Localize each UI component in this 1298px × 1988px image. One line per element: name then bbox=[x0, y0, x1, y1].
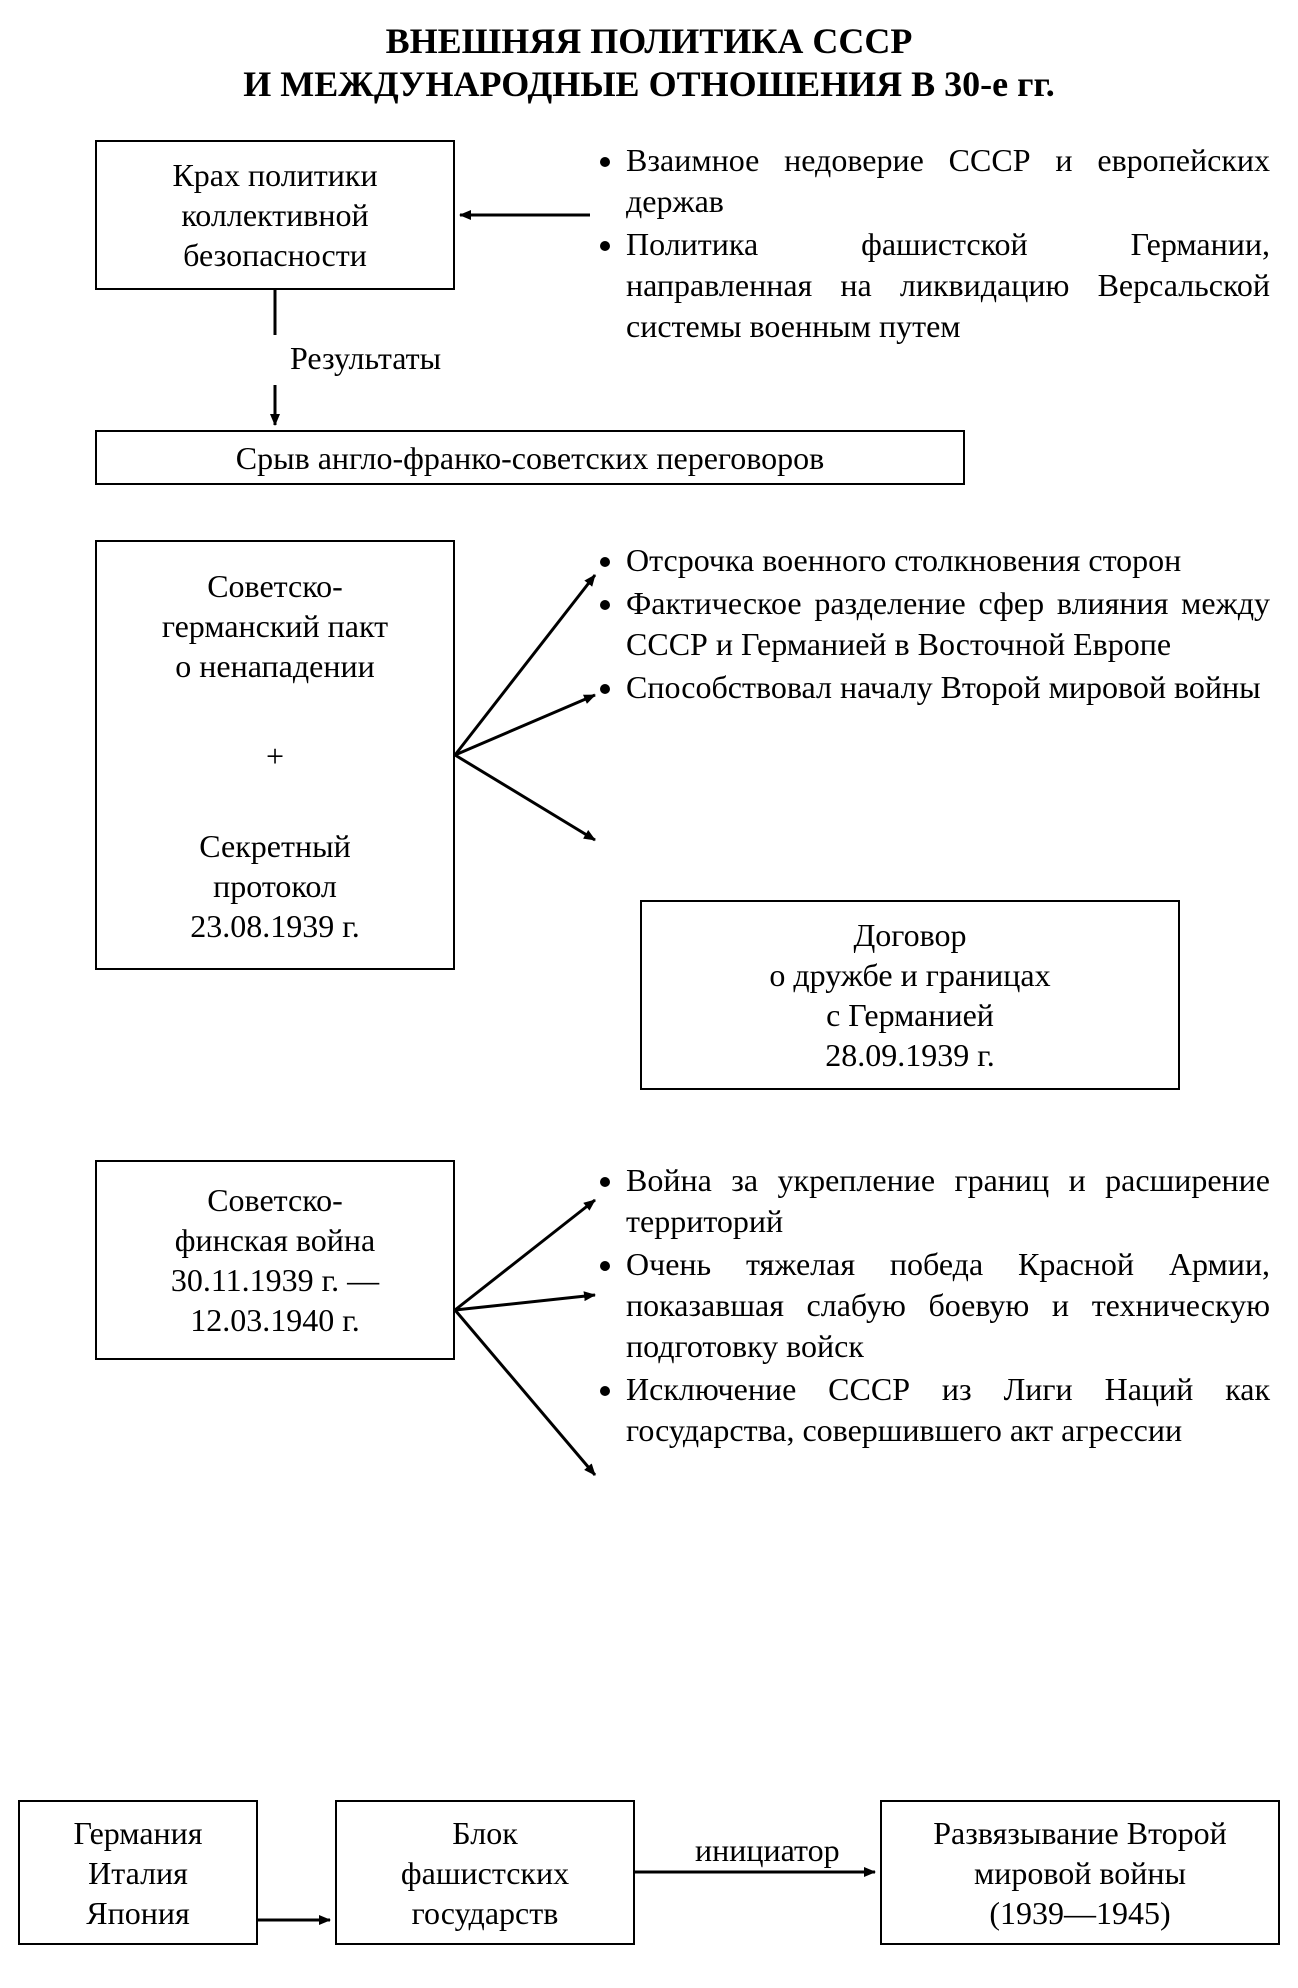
bullets-pact-outcomes: Отсрочка военного столк­новения сторон Ф… bbox=[590, 540, 1270, 710]
text-line: с Германией bbox=[826, 995, 994, 1035]
text-line: + bbox=[266, 736, 284, 776]
bullets-finnish-outcomes: Война за укрепление границ и расширение … bbox=[590, 1160, 1270, 1453]
text-line: 12.03.1940 г. bbox=[190, 1300, 360, 1340]
text-line: Советско- bbox=[207, 1180, 343, 1220]
bullet-item: Фактическое разделение сфер влияния межд… bbox=[626, 583, 1270, 665]
text-line: Срыв англо-франко-советских переговоров bbox=[236, 438, 824, 478]
text-line: Советско- bbox=[207, 566, 343, 606]
text-line: о дружбе и границах bbox=[769, 955, 1050, 995]
text-line: Секретный bbox=[199, 826, 350, 866]
text-line: фашистских bbox=[401, 1853, 569, 1893]
text-line: о ненападении bbox=[175, 646, 374, 686]
box-fascist-bloc: Блок фашистских государств bbox=[335, 1800, 635, 1945]
bullet-item: Способствовал началу Вто­рой мировой вой… bbox=[626, 667, 1270, 708]
bullet-item: Война за укрепление границ и расширение … bbox=[626, 1160, 1270, 1242]
box-negotiations-breakdown: Срыв англо-франко-советских переговоров bbox=[95, 430, 965, 485]
text-line: Германия bbox=[74, 1813, 203, 1853]
box-collapse: Крах политики коллективной безопасности bbox=[95, 140, 455, 290]
text-line: государств bbox=[412, 1893, 559, 1933]
text-line: коллективной bbox=[181, 195, 368, 235]
arrow-pact-2 bbox=[455, 695, 595, 755]
text-line: протокол bbox=[213, 866, 337, 906]
text-line: Развязывание Второй bbox=[933, 1813, 1227, 1853]
bullet-item: Отсрочка военного столк­новения сторон bbox=[626, 540, 1270, 581]
box-countries: Германия Италия Япония bbox=[18, 1800, 258, 1945]
text-line: (1939—1945) bbox=[989, 1893, 1170, 1933]
text-line: Крах политики bbox=[172, 155, 377, 195]
box-finnish-war: Советско- финская война 30.11.1939 г. — … bbox=[95, 1160, 455, 1360]
text-line: 28.09.1939 г. bbox=[825, 1035, 995, 1075]
text-line: 23.08.1939 г. bbox=[190, 906, 360, 946]
bullets-collapse-causes: Взаимное недоверие СССР и европейских де… bbox=[590, 140, 1270, 349]
bullet-item: Очень тяжелая победа Крас­ной Армии, пок… bbox=[626, 1244, 1270, 1367]
text-line: Италия bbox=[88, 1853, 188, 1893]
arrow-pact-1 bbox=[455, 575, 595, 755]
box-pact: Советско- германский пакт о ненападении … bbox=[95, 540, 455, 970]
text-line: германский пакт bbox=[162, 606, 388, 646]
arrow-finnish-3 bbox=[455, 1310, 595, 1475]
text-line: финская война bbox=[175, 1220, 376, 1260]
text-line: безопасности bbox=[183, 235, 367, 275]
page-title: ВНЕШНЯЯ ПОЛИТИКА СССР И МЕЖДУНАРОДНЫЕ ОТ… bbox=[0, 20, 1298, 106]
box-ww2: Развязывание Второй мировой войны (1939—… bbox=[880, 1800, 1280, 1945]
bullet-item: Политика фашистской Гер­мании, направлен… bbox=[626, 224, 1270, 347]
text-line: 30.11.1939 г. — bbox=[171, 1260, 379, 1300]
arrow-finnish-1 bbox=[455, 1200, 595, 1310]
label-initiator: инициатор bbox=[695, 1832, 840, 1869]
arrow-pact-3 bbox=[455, 755, 595, 840]
title-line-2: И МЕЖДУНАРОДНЫЕ ОТНОШЕНИЯ В 30-е гг. bbox=[0, 63, 1298, 106]
text-line: Блок bbox=[452, 1813, 517, 1853]
text-line: мировой войны bbox=[974, 1853, 1186, 1893]
box-friendship-treaty: Договор о дружбе и границах с Германией … bbox=[640, 900, 1180, 1090]
text-line: Договор bbox=[853, 915, 966, 955]
bullet-item: Взаимное недоверие СССР и европейских де… bbox=[626, 140, 1270, 222]
diagram-page: ВНЕШНЯЯ ПОЛИТИКА СССР И МЕЖДУНАРОДНЫЕ ОТ… bbox=[0, 0, 1298, 1988]
title-line-1: ВНЕШНЯЯ ПОЛИТИКА СССР bbox=[0, 20, 1298, 63]
bullet-item: Исключение СССР из Лиги Наций как госуда… bbox=[626, 1369, 1270, 1451]
arrow-finnish-2 bbox=[455, 1295, 595, 1310]
text-line: Япония bbox=[86, 1893, 189, 1933]
label-results: Результаты bbox=[290, 340, 441, 377]
